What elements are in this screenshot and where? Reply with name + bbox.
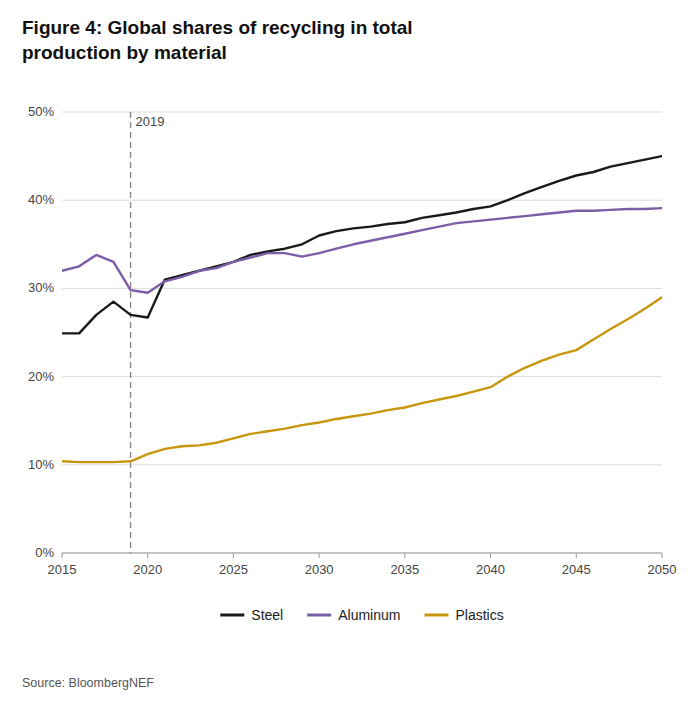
x-tick	[404, 553, 405, 558]
series-line	[62, 156, 662, 333]
grid-line	[62, 200, 662, 201]
x-tick-label: 2035	[390, 562, 419, 577]
chart-svg: Figure 4: Global shares of recycling in …	[0, 0, 688, 703]
x-tick	[233, 553, 234, 558]
x-axis-line	[62, 553, 662, 554]
legend-item: Plastics	[425, 607, 504, 623]
x-tick	[319, 553, 320, 558]
legend-swatch	[425, 614, 449, 617]
grid-line	[62, 376, 662, 377]
y-tick-label: 0%	[35, 545, 54, 560]
x-axis: 2015 2020 2025 2030 2035 2040 2045 2050	[48, 553, 677, 577]
plot-area	[62, 112, 662, 553]
x-tick-label: 2025	[219, 562, 248, 577]
grid-line	[62, 464, 662, 465]
x-tick-label: 2050	[648, 562, 677, 577]
x-tick-label: 2045	[562, 562, 591, 577]
source: Source: BloombergNEF	[22, 676, 154, 690]
y-axis: 0% 10% 20% 30% 40% 50%	[28, 104, 662, 560]
x-tick	[147, 553, 148, 558]
legend-label: Aluminum	[338, 607, 400, 623]
x-tick-label: 2020	[133, 562, 162, 577]
series-line	[62, 297, 662, 462]
y-tick-label: 20%	[28, 369, 54, 384]
x-tick	[490, 553, 491, 558]
reference-line	[130, 112, 131, 553]
legend-swatch	[220, 614, 244, 617]
legend-label: Plastics	[456, 607, 504, 623]
y-tick-label: 50%	[28, 104, 54, 119]
x-tick	[576, 553, 577, 558]
legend: Steel Aluminum Plastics	[220, 607, 503, 623]
y-tick-label: 10%	[28, 457, 54, 472]
legend-item: Aluminum	[307, 607, 400, 623]
title-line: Figure 4: Global shares of recycling in …	[22, 17, 413, 38]
legend-label: Steel	[251, 607, 283, 623]
legend-swatch	[307, 614, 331, 617]
title-line: production by material	[22, 42, 227, 63]
x-tick-label: 2040	[476, 562, 505, 577]
chart-container: Figure 4: Global shares of recycling in …	[0, 0, 688, 703]
annotation: 2019	[136, 114, 165, 129]
grid-line	[62, 112, 662, 113]
x-tick	[62, 553, 63, 558]
y-tick-label: 30%	[28, 280, 54, 295]
series-line	[62, 208, 662, 293]
y-tick-label: 40%	[28, 192, 54, 207]
legend-item: Steel	[220, 607, 283, 623]
grid-line	[62, 553, 662, 554]
x-tick-label: 2030	[305, 562, 334, 577]
x-tick-label: 2015	[48, 562, 77, 577]
title: Figure 4: Global shares of recycling in …	[22, 17, 413, 63]
x-tick	[662, 553, 663, 558]
